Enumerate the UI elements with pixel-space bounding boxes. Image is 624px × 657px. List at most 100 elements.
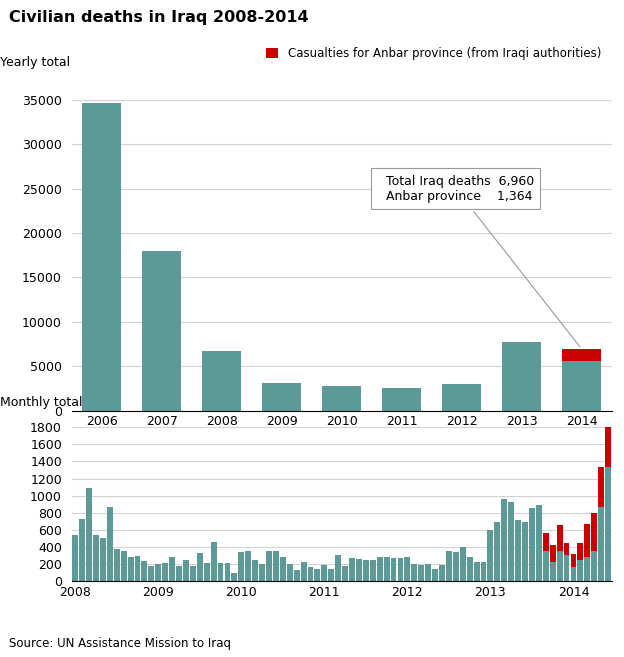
Bar: [120, 551, 127, 581]
Bar: [176, 566, 182, 581]
Bar: [550, 562, 555, 581]
Bar: [592, 551, 597, 581]
Bar: [335, 555, 341, 581]
Bar: [557, 551, 563, 581]
Bar: [211, 542, 217, 581]
Bar: [592, 513, 597, 551]
Bar: [162, 563, 168, 581]
Bar: [149, 566, 154, 581]
Bar: [508, 502, 514, 581]
Bar: [86, 488, 92, 581]
Bar: [259, 564, 265, 581]
Bar: [543, 551, 548, 581]
Bar: [397, 558, 403, 581]
Bar: [446, 551, 452, 581]
Bar: [529, 508, 535, 581]
Bar: [598, 507, 604, 581]
Bar: [384, 556, 389, 581]
Bar: [605, 467, 611, 581]
Bar: [515, 520, 521, 581]
Bar: [557, 525, 563, 551]
Text: Civilian deaths in Iraq 2008-2014: Civilian deaths in Iraq 2008-2014: [9, 10, 309, 25]
Bar: [605, 427, 611, 467]
Bar: [377, 557, 383, 581]
Bar: [562, 349, 601, 361]
Legend: Casualties for Anbar province (from Iraqi authorities): Casualties for Anbar province (from Iraq…: [261, 42, 606, 64]
Bar: [190, 566, 196, 581]
Bar: [562, 361, 601, 411]
Bar: [114, 549, 120, 581]
Bar: [142, 251, 181, 411]
Bar: [238, 553, 244, 581]
Bar: [487, 530, 494, 581]
Bar: [584, 557, 590, 581]
Bar: [577, 543, 583, 560]
Bar: [294, 570, 300, 581]
Bar: [480, 562, 487, 581]
Bar: [328, 569, 334, 581]
Bar: [245, 551, 251, 581]
Bar: [287, 564, 293, 581]
Bar: [584, 524, 590, 557]
Bar: [301, 562, 306, 581]
Bar: [169, 556, 175, 581]
Bar: [404, 557, 411, 581]
Bar: [577, 560, 583, 581]
Bar: [501, 499, 507, 581]
Bar: [266, 551, 272, 581]
Bar: [128, 557, 134, 581]
Bar: [349, 558, 355, 581]
Bar: [474, 562, 479, 581]
Bar: [225, 563, 230, 581]
Text: Monthly total: Monthly total: [0, 396, 82, 409]
Bar: [550, 545, 555, 562]
Bar: [202, 351, 241, 411]
Bar: [363, 560, 369, 581]
Bar: [563, 555, 570, 581]
Bar: [262, 383, 301, 411]
Bar: [391, 558, 396, 581]
Bar: [598, 467, 604, 507]
Bar: [107, 507, 113, 581]
Bar: [382, 388, 421, 411]
Bar: [135, 556, 140, 581]
Bar: [93, 535, 99, 581]
Bar: [322, 386, 361, 411]
Bar: [197, 553, 203, 581]
Bar: [370, 560, 376, 581]
Bar: [570, 567, 577, 581]
Bar: [252, 560, 258, 581]
Bar: [460, 547, 466, 581]
Bar: [79, 519, 85, 581]
Bar: [155, 564, 161, 581]
Bar: [439, 565, 445, 581]
Bar: [321, 565, 327, 581]
Bar: [342, 566, 348, 581]
Bar: [100, 537, 106, 581]
Bar: [308, 567, 313, 581]
Bar: [232, 573, 237, 581]
Bar: [502, 342, 541, 411]
Bar: [522, 522, 528, 581]
Bar: [314, 568, 320, 581]
Bar: [82, 102, 121, 411]
Bar: [442, 384, 481, 411]
Bar: [570, 554, 577, 567]
Bar: [432, 568, 438, 581]
Bar: [563, 543, 570, 555]
Bar: [411, 564, 417, 581]
Bar: [273, 551, 279, 581]
Bar: [218, 563, 223, 581]
Text: Yearly total: Yearly total: [0, 56, 70, 69]
Bar: [425, 564, 431, 581]
Text: Total Iraq deaths  6,960
  Anbar province    1,364: Total Iraq deaths 6,960 Anbar province 1…: [378, 175, 580, 347]
Bar: [72, 535, 78, 581]
Text: Source: UN Assistance Mission to Iraq: Source: UN Assistance Mission to Iraq: [9, 637, 232, 650]
Bar: [280, 556, 286, 581]
Bar: [536, 505, 542, 581]
Bar: [494, 522, 500, 581]
Bar: [467, 556, 472, 581]
Bar: [142, 561, 147, 581]
Bar: [183, 560, 189, 581]
Bar: [543, 533, 548, 551]
